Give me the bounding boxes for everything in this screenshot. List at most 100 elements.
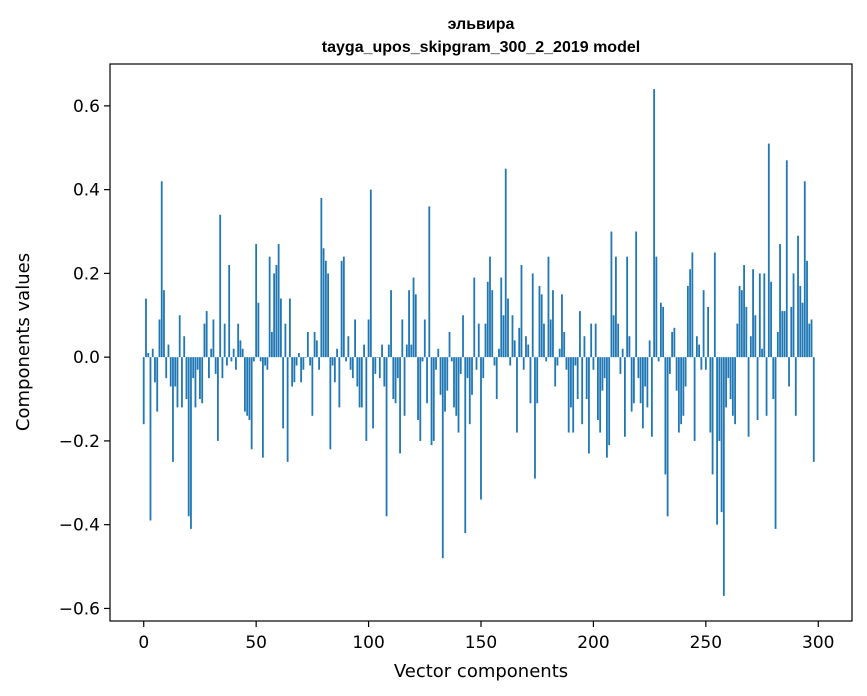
- bar: [509, 357, 512, 366]
- bar: [763, 273, 766, 358]
- bar: [637, 357, 640, 379]
- chart-title: эльвира: [448, 16, 515, 33]
- bar: [581, 357, 584, 425]
- bar: [313, 332, 316, 358]
- bar: [565, 357, 568, 370]
- bar: [253, 357, 255, 362]
- bar: [673, 327, 676, 358]
- bar: [459, 357, 462, 374]
- bar: [435, 357, 437, 370]
- bar: [190, 357, 192, 529]
- bar: [149, 357, 152, 521]
- bar: [342, 256, 345, 358]
- x-tick-label: 100: [352, 633, 384, 653]
- bar: [677, 357, 680, 433]
- bar: [655, 256, 658, 358]
- bar: [315, 340, 318, 358]
- bar: [671, 332, 674, 358]
- bar: [785, 160, 788, 358]
- bar: [630, 357, 633, 412]
- bar: [423, 319, 426, 358]
- bar: [520, 265, 523, 358]
- bar: [223, 323, 226, 358]
- bar: [599, 357, 602, 433]
- bar: [592, 357, 595, 370]
- bar: [226, 357, 228, 366]
- bar: [372, 357, 374, 429]
- bar: [801, 302, 804, 358]
- bar: [230, 357, 233, 362]
- x-tick-label: 250: [690, 633, 722, 653]
- bar: [363, 344, 365, 358]
- bar: [633, 357, 635, 404]
- bar: [558, 348, 561, 358]
- bar: [412, 277, 415, 358]
- bar: [300, 357, 303, 383]
- bar: [257, 302, 260, 358]
- bar: [576, 357, 579, 400]
- bar: [239, 340, 242, 358]
- bar: [241, 348, 244, 358]
- bar: [682, 357, 685, 416]
- bar: [810, 319, 813, 358]
- bar: [720, 357, 723, 513]
- bar: [689, 269, 692, 358]
- bar: [421, 357, 424, 362]
- bar: [549, 319, 552, 358]
- bar: [493, 357, 496, 366]
- bar: [347, 336, 350, 358]
- bar: [365, 357, 368, 441]
- bar: [579, 311, 581, 358]
- bar: [516, 357, 518, 433]
- bar: [646, 357, 649, 408]
- y-tick-label: −0.6: [59, 599, 100, 619]
- bar: [214, 357, 217, 374]
- bar: [275, 265, 278, 358]
- bar: [572, 357, 575, 433]
- bar: [360, 357, 363, 408]
- bar: [471, 357, 473, 395]
- bar: [639, 357, 642, 404]
- bar: [378, 357, 381, 379]
- bar: [235, 357, 237, 370]
- bar: [270, 332, 273, 358]
- bar: [354, 319, 356, 358]
- bar: [806, 260, 808, 358]
- bar: [356, 357, 359, 387]
- bar: [293, 357, 296, 383]
- bar: [774, 357, 777, 529]
- y-axis-ticks: −0.6 −0.4 −0.2 0.0 0.2 0.4 0.6: [59, 97, 110, 619]
- bar: [309, 357, 312, 366]
- bar: [615, 256, 617, 358]
- bar: [731, 357, 734, 416]
- bar: [653, 89, 656, 358]
- bar: [504, 168, 507, 358]
- bar: [277, 244, 280, 358]
- x-tick-label: 150: [465, 633, 497, 653]
- bar: [525, 336, 527, 358]
- bar: [351, 357, 354, 379]
- bar: [783, 311, 786, 358]
- bar: [286, 357, 289, 462]
- bar: [327, 273, 329, 358]
- bar: [702, 290, 705, 358]
- bar: [394, 357, 397, 404]
- bar: [437, 348, 440, 358]
- bar: [594, 323, 597, 358]
- bar: [736, 323, 739, 358]
- bar: [208, 357, 210, 379]
- bar: [196, 357, 199, 370]
- bar: [482, 357, 485, 379]
- bar: [738, 285, 741, 358]
- y-axis-label: Components values: [13, 253, 34, 431]
- bar: [707, 306, 709, 358]
- bar: [176, 357, 179, 408]
- bar: [797, 235, 799, 358]
- bar: [617, 323, 620, 358]
- bar: [513, 340, 516, 358]
- bar: [644, 357, 647, 387]
- bar: [511, 315, 514, 358]
- bar: [246, 357, 249, 416]
- bar: [338, 357, 341, 408]
- bar: [311, 357, 314, 416]
